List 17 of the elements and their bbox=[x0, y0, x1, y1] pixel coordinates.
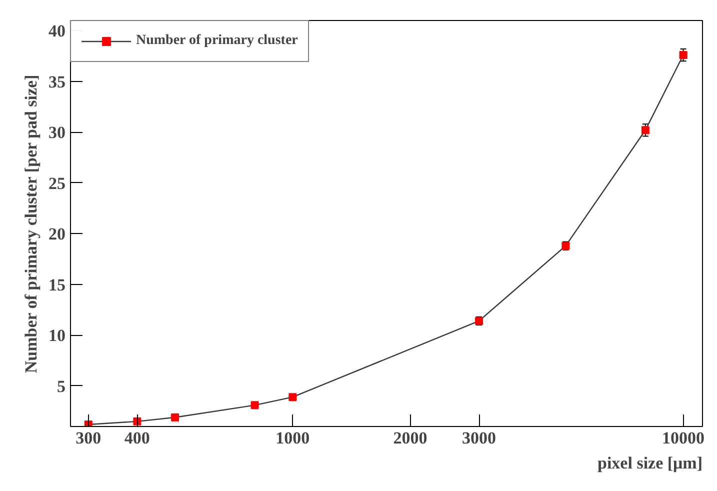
x-axis-title: pixel size [μm] bbox=[598, 454, 703, 472]
y-tick-label: 15 bbox=[48, 275, 66, 294]
x-tick-label: 3000 bbox=[462, 428, 496, 448]
x-tick-label: 300 bbox=[76, 428, 102, 448]
y-tick-label: 40 bbox=[48, 22, 66, 41]
x-tick-label: 400 bbox=[124, 428, 150, 448]
y-tick-label: 30 bbox=[48, 123, 66, 142]
legend-label: Number of primary cluster bbox=[136, 33, 298, 49]
x-tick-label: 2000 bbox=[393, 428, 428, 448]
x-tick-label: 10000 bbox=[662, 428, 705, 448]
y-tick-label: 10 bbox=[48, 326, 66, 346]
y-tick-label: 20 bbox=[48, 224, 66, 244]
y-tick-label: 35 bbox=[48, 72, 66, 92]
x-tick-label: 1000 bbox=[276, 428, 310, 448]
y-tick-label: 25 bbox=[48, 174, 66, 193]
y-tick-label: 5 bbox=[57, 376, 66, 396]
y-axis-title: Number of primary cluster [per pad size] bbox=[22, 74, 40, 374]
